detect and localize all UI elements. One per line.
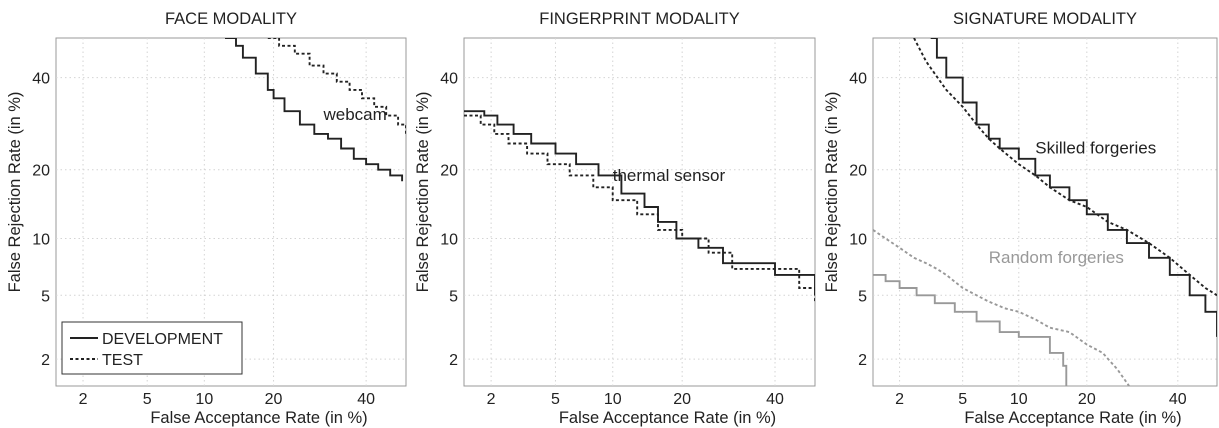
- plot-area: [872, 37, 1218, 387]
- legend-box: [61, 321, 243, 375]
- annotation-label: Random forgeries: [989, 248, 1124, 267]
- y-tick-label: 2: [449, 352, 458, 369]
- x-tick-label: 5: [551, 391, 560, 408]
- y-tick-label: 10: [32, 232, 50, 249]
- x-tick-label: 2: [895, 391, 904, 408]
- y-tick-label: 20: [849, 163, 867, 180]
- x-tick-label: 40: [357, 391, 375, 408]
- x-tick-label: 40: [766, 391, 784, 408]
- y-tick-label: 20: [32, 163, 50, 180]
- x-tick-label: 2: [79, 391, 88, 408]
- chart-title: FINGERPRINT MODALITY: [539, 10, 739, 28]
- x-axis-label: False Acceptance Rate (in %): [964, 409, 1181, 427]
- y-tick-label: 2: [41, 352, 50, 369]
- x-tick-label: 5: [143, 391, 152, 408]
- chart-title: FACE MODALITY: [165, 10, 297, 28]
- series-line-random-forgeries-development: [873, 273, 1068, 386]
- x-tick-label: 20: [265, 391, 283, 408]
- annotation-label: webcam: [322, 105, 386, 124]
- annotation-label: thermal sensor: [613, 166, 726, 185]
- y-tick-label: 10: [849, 232, 867, 249]
- x-tick-label: 10: [1010, 391, 1028, 408]
- y-tick-label: 10: [440, 232, 458, 249]
- plot-area: [463, 37, 816, 387]
- y-tick-label: 20: [440, 163, 458, 180]
- y-tick-label: 5: [449, 288, 458, 305]
- series-line-random-forgeries-test: [873, 229, 1130, 386]
- legend-label: TEST: [102, 352, 143, 369]
- series-line-development: [464, 110, 815, 296]
- series-line-test: [464, 114, 815, 304]
- y-axis-label: False Rejection Rate (in %): [6, 92, 24, 293]
- x-tick-label: 10: [604, 391, 622, 408]
- series-line-development: [225, 38, 404, 182]
- x-tick-label: 5: [958, 391, 967, 408]
- series-line-skilled-forgeries-test: [913, 38, 1217, 297]
- x-tick-label: 20: [673, 391, 691, 408]
- annotation-label: Skilled forgeries: [1035, 139, 1156, 158]
- x-tick-label: 20: [1078, 391, 1096, 408]
- x-axis-label: False Acceptance Rate (in %): [150, 409, 367, 427]
- y-tick-label: 5: [41, 288, 50, 305]
- legend-label: DEVELOPMENT: [102, 331, 223, 348]
- x-tick-label: 40: [1169, 391, 1187, 408]
- x-axis-label: False Acceptance Rate (in %): [559, 409, 776, 427]
- x-tick-label: 2: [487, 391, 496, 408]
- y-tick-label: 2: [858, 352, 867, 369]
- y-tick-label: 40: [849, 71, 867, 88]
- y-axis-label: False Rejection Rate (in %): [414, 92, 432, 293]
- y-tick-label: 40: [440, 71, 458, 88]
- y-tick-label: 40: [32, 71, 50, 88]
- chart-title: SIGNATURE MODALITY: [953, 10, 1137, 28]
- y-tick-label: 5: [858, 288, 867, 305]
- series-line-test: [267, 38, 406, 134]
- y-axis-label: False Rejection Rate (in %): [823, 92, 841, 293]
- x-tick-label: 10: [195, 391, 213, 408]
